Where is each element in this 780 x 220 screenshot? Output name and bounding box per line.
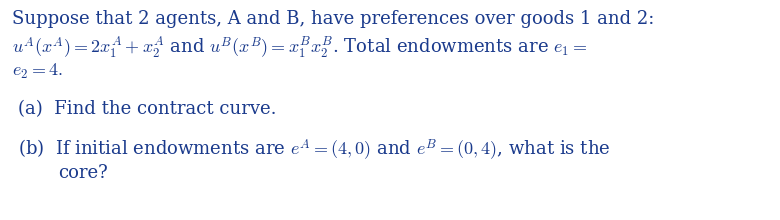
- Text: (b)  If initial endowments are $e^A = (4,0)$ and $e^B = (0,4)$, what is the: (b) If initial endowments are $e^A = (4,…: [18, 138, 611, 163]
- Text: Suppose that 2 agents, A and B, have preferences over goods 1 and 2:: Suppose that 2 agents, A and B, have pre…: [12, 10, 654, 28]
- Text: $e_2 = 4.$: $e_2 = 4.$: [12, 62, 62, 81]
- Text: core?: core?: [58, 164, 108, 182]
- Text: $u^A(x^A) = 2x_1^A + x_2^A$ and $u^B(x^B) = x_1^B x_2^B$. Total endowments are $: $u^A(x^A) = 2x_1^A + x_2^A$ and $u^B(x^B…: [12, 36, 587, 61]
- Text: (a)  Find the contract curve.: (a) Find the contract curve.: [18, 100, 276, 118]
